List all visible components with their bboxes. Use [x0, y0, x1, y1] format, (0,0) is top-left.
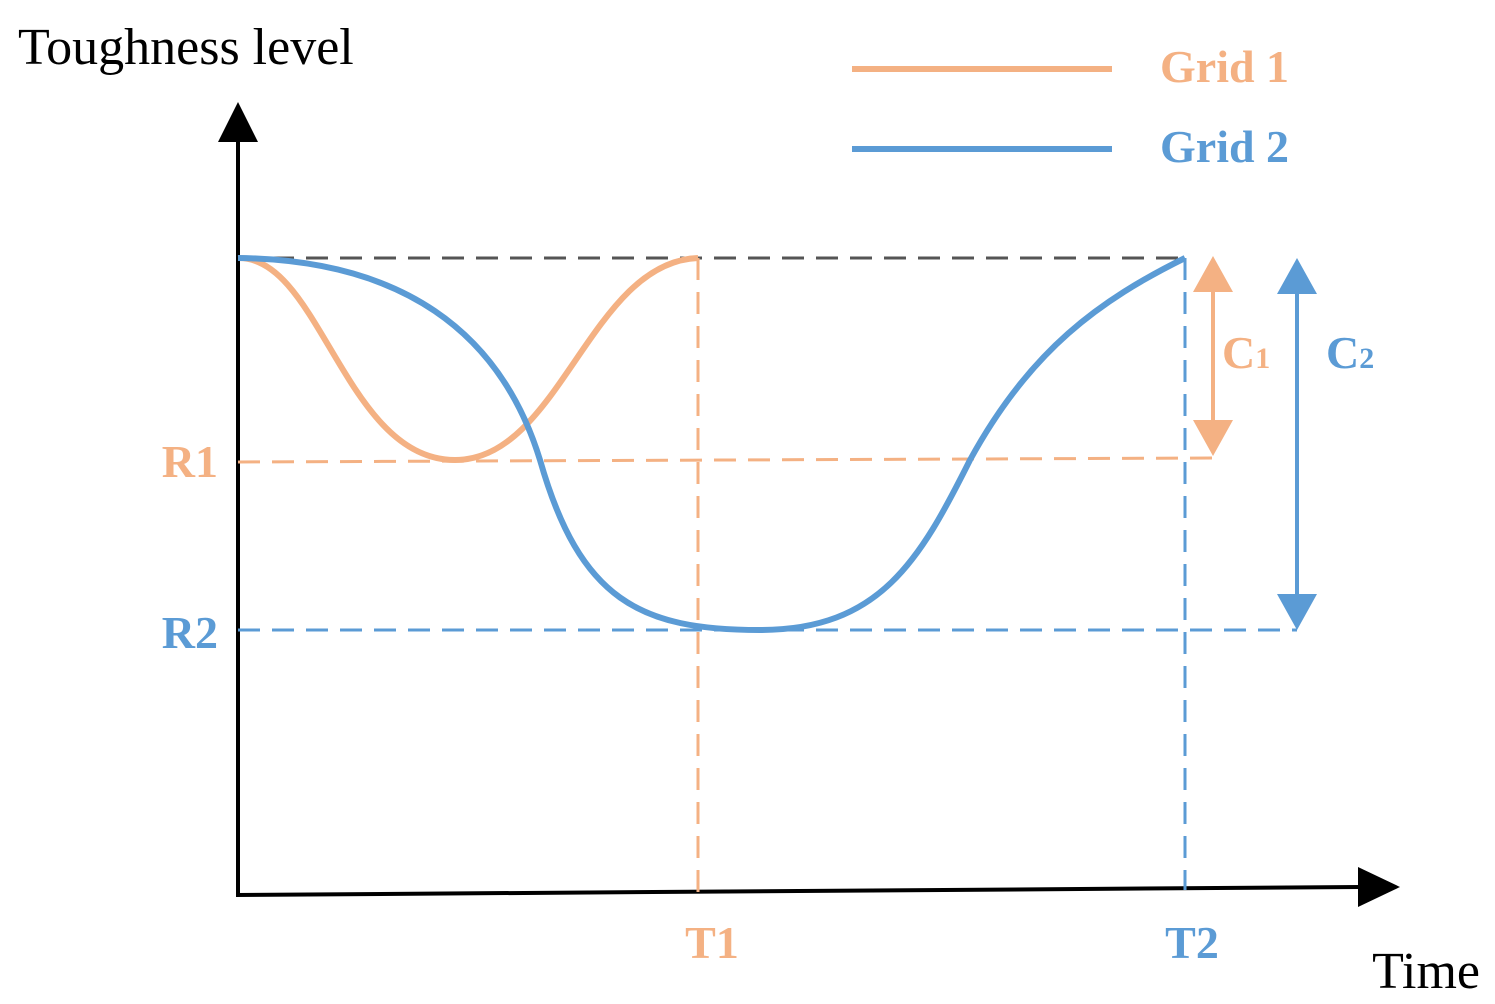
level-label: R2 [162, 607, 218, 658]
time-label: T2 [1165, 917, 1219, 968]
recovery-letter: C [1326, 327, 1359, 378]
level-label: R1 [162, 436, 218, 487]
recovery-letter: C [1222, 327, 1255, 378]
y-axis-label: Toughness level [18, 19, 354, 76]
legend-label: Grid 1 [1160, 41, 1289, 92]
x-arrow [1358, 867, 1400, 907]
y-arrow [218, 102, 258, 142]
recovery-subscript: 2 [1359, 342, 1374, 375]
recovery-subscript: 1 [1255, 342, 1270, 375]
time-label: T1 [685, 917, 739, 968]
grid1-curve [237, 254, 699, 464]
grid2-curve [237, 255, 1187, 634]
recovery-label: C1 [1222, 327, 1270, 378]
legend-label: Grid 2 [1160, 121, 1289, 172]
recovery-label: C2 [1326, 327, 1374, 378]
x-axis-label: Time [1372, 943, 1480, 1000]
x-axis [235, 885, 1361, 897]
r1-guide [237, 456, 1216, 464]
